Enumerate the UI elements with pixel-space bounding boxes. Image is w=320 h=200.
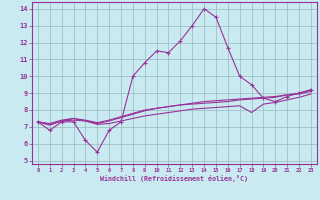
X-axis label: Windchill (Refroidissement éolien,°C): Windchill (Refroidissement éolien,°C) — [100, 175, 248, 182]
